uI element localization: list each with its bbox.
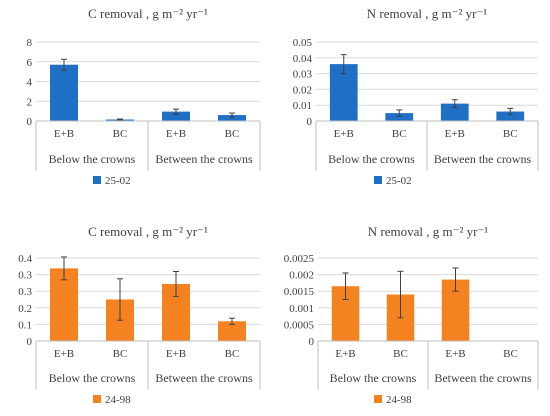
y-tick-label: 0.4 bbox=[18, 253, 32, 265]
x-tick-label: BC bbox=[113, 128, 128, 140]
x-tick-label: BC bbox=[503, 348, 518, 360]
legend-swatch bbox=[93, 176, 101, 184]
x-tick-label: BC bbox=[225, 128, 240, 140]
y-tick-label: 0.2 bbox=[18, 303, 32, 315]
x-tick-label: E+B bbox=[166, 348, 186, 360]
x-tick-label: BC bbox=[113, 348, 128, 360]
x-tick-label: E+B bbox=[166, 128, 186, 140]
y-tick-label: 0.0025 bbox=[284, 253, 315, 265]
y-tick-label: 0.0015 bbox=[284, 286, 315, 298]
group-label: Between the crowns bbox=[155, 152, 253, 166]
y-tick-label: 0.04 bbox=[293, 53, 313, 65]
y-tick-label: 0 bbox=[27, 116, 33, 128]
group-label: Between the crowns bbox=[155, 371, 253, 385]
y-tick-label: 0 bbox=[307, 116, 313, 128]
group-label: Below the crowns bbox=[49, 371, 136, 385]
x-tick-label: E+B bbox=[445, 128, 465, 140]
legend-swatch bbox=[93, 395, 101, 403]
legend-label: 24-98 bbox=[386, 394, 412, 406]
x-tick-label: BC bbox=[393, 348, 408, 360]
y-tick-label: 0.3 bbox=[18, 270, 32, 282]
y-tick-label: 0.02 bbox=[293, 84, 312, 96]
group-label: Between the crowns bbox=[434, 371, 532, 385]
y-tick-label: 0 bbox=[27, 336, 33, 348]
bar-4 bbox=[218, 321, 246, 341]
legend-swatch bbox=[374, 395, 382, 403]
y-tick-label: 0 bbox=[309, 336, 315, 348]
x-tick-label: E+B bbox=[54, 128, 74, 140]
y-tick-label: 0.002 bbox=[289, 270, 314, 282]
chart-title: N removal , g m⁻² yr⁻¹ bbox=[367, 6, 488, 21]
x-tick-label: BC bbox=[503, 128, 518, 140]
y-tick-label: 8 bbox=[27, 37, 33, 49]
y-tick-label: 0.03 bbox=[293, 69, 313, 81]
chart-panel-2: 0 0.01 0.02 0.03 0.04 0.05 N removal , g m⁻² y… bbox=[293, 6, 539, 187]
y-tick-label: 0.3 bbox=[18, 286, 32, 298]
y-tick-label: 0.1 bbox=[18, 319, 32, 331]
bar-2 bbox=[385, 113, 414, 121]
x-tick-label: E+B bbox=[335, 348, 355, 360]
y-tick-label: 6 bbox=[27, 57, 33, 69]
group-label: Below the crowns bbox=[49, 152, 136, 166]
y-tick-label: 4 bbox=[27, 77, 33, 89]
y-tick-label: 0.001 bbox=[289, 303, 314, 315]
legend-label: 25-02 bbox=[386, 175, 412, 187]
legend-label: 25-02 bbox=[105, 175, 131, 187]
group-label: Below the crowns bbox=[330, 371, 417, 385]
bar-3 bbox=[162, 111, 190, 121]
x-tick-label: E+B bbox=[334, 128, 354, 140]
legend-swatch bbox=[374, 176, 382, 184]
x-tick-label: BC bbox=[225, 348, 240, 360]
bar-1 bbox=[50, 268, 78, 341]
chart-panel-1: 0 2 4 6 8 C removal , g m⁻² yr⁻¹ E+B BC E+B BC Bel… bbox=[27, 6, 261, 187]
y-tick-label: 0.0005 bbox=[284, 319, 315, 331]
x-tick-label: E+B bbox=[445, 348, 465, 360]
chart-panel-3: 0 0.1 0.2 0.3 0.3 0.4 C removal , g m⁻² yr⁻¹ E+… bbox=[18, 224, 261, 406]
chart-panel-4: 0 0.0005 0.001 0.0015 0.002 0.0025 N removal ,… bbox=[284, 224, 539, 406]
chart-title: N removal , g m⁻² yr⁻¹ bbox=[368, 224, 489, 239]
y-tick-label: 0.05 bbox=[293, 37, 313, 49]
bar-4 bbox=[496, 111, 525, 121]
chart-title: C removal , g m⁻² yr⁻¹ bbox=[88, 6, 208, 21]
bar-3 bbox=[440, 103, 469, 121]
x-tick-label: BC bbox=[392, 128, 407, 140]
bar-4 bbox=[218, 115, 246, 121]
bar-1 bbox=[50, 64, 78, 121]
y-tick-label: 0.01 bbox=[293, 100, 312, 112]
x-tick-label: E+B bbox=[54, 348, 74, 360]
group-label: Between the crowns bbox=[434, 152, 532, 166]
group-label: Below the crowns bbox=[328, 152, 415, 166]
legend-label: 24-98 bbox=[105, 394, 131, 406]
y-tick-label: 2 bbox=[27, 96, 33, 108]
chart-title: C removal , g m⁻² yr⁻¹ bbox=[88, 224, 208, 239]
